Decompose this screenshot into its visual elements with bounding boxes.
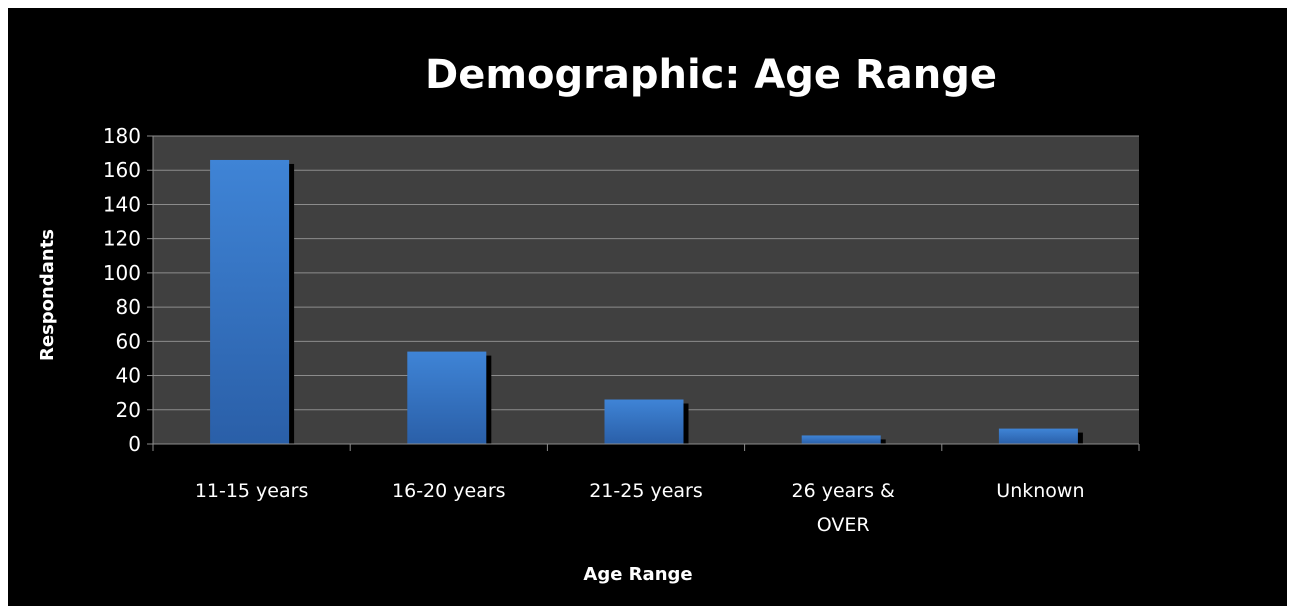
gridlines [153, 135, 1139, 411]
x-axis-title: Age Range [583, 564, 692, 585]
x-category-label: OVER [817, 514, 870, 536]
x-category-label: Unknown [996, 480, 1084, 502]
x-category-label: 21-25 years [589, 480, 703, 502]
y-tick-label: 80 [116, 295, 141, 319]
bar-chart: 0 20 40 60 80 100 120 140 160 180 11-15 years 16-20… [37, 52, 1140, 585]
axes: 0 20 40 60 80 100 120 140 160 180 11-15 years 16-20… [103, 124, 1140, 536]
y-tick-label: 180 [103, 124, 141, 148]
x-category-label: 26 years & [792, 480, 896, 502]
bar [604, 399, 684, 444]
bar [407, 351, 487, 444]
y-tick-label: 120 [103, 227, 141, 251]
chart-title: Demographic: Age Range [425, 52, 997, 98]
x-category-label: 16-20 years [392, 480, 506, 502]
y-tick-label: 0 [128, 432, 141, 456]
bar [210, 159, 290, 444]
chart-frame: 0 20 40 60 80 100 120 140 160 180 11-15 years 16-20… [8, 8, 1287, 606]
y-tick-label: 60 [116, 329, 141, 353]
bars [210, 159, 1083, 444]
y-tick-label: 20 [116, 398, 141, 422]
y-tick-label: 140 [103, 192, 141, 216]
y-tick-label: 160 [103, 158, 141, 182]
x-category-label: 11-15 years [195, 480, 309, 502]
y-tick-label: 40 [116, 364, 141, 388]
bar [998, 428, 1078, 444]
bar [801, 435, 881, 444]
plot-area [153, 136, 1139, 444]
y-axis-title: Respondants [37, 229, 58, 361]
y-tick-label: 100 [103, 261, 141, 285]
